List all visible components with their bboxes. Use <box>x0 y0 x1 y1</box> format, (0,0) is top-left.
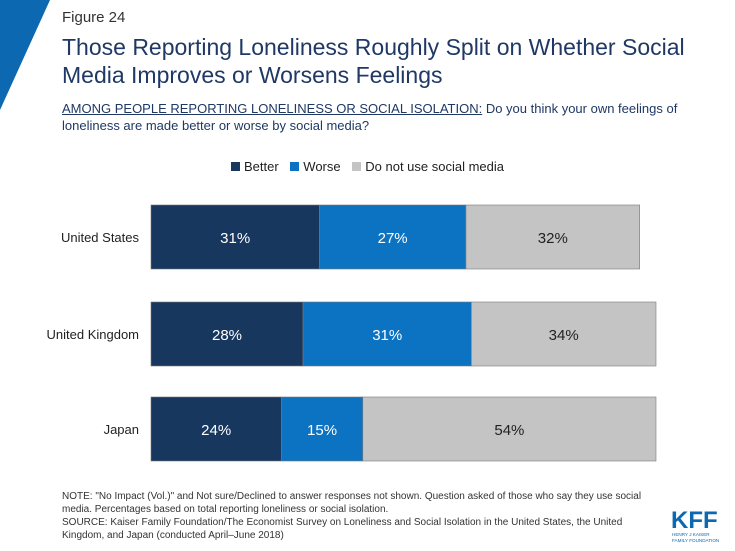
question-text: Do you think your own feelings of loneli… <box>62 101 678 133</box>
bar-segment <box>471 301 657 367</box>
data-label: 31% <box>372 327 402 344</box>
survey-question: AMONG PEOPLE REPORTING LONELINESS OR SOC… <box>62 100 702 134</box>
legend-swatch-better <box>230 162 240 171</box>
data-label: 32% <box>538 230 568 247</box>
legend: Better Worse Do not use social media <box>0 159 735 174</box>
legend-item-better: Better <box>230 159 279 174</box>
corner-triangle <box>0 0 50 110</box>
category-label: United Kingdom <box>47 327 140 342</box>
source-text: SOURCE: Kaiser Family Foundation/The Eco… <box>62 517 623 541</box>
data-label: 24% <box>201 422 231 439</box>
data-label: 27% <box>378 230 408 247</box>
bar-segment <box>302 301 472 367</box>
logo-line2: FAMILY FOUNDATION <box>672 538 719 543</box>
bar-segment <box>150 301 304 367</box>
bar-segment <box>150 396 282 462</box>
bar-segment <box>319 204 467 270</box>
legend-swatch-worse <box>290 162 300 171</box>
legend-label-better: Better <box>243 159 279 174</box>
note-text: NOTE: "No Impact (Vol.)" and Not sure/De… <box>62 491 642 515</box>
footnote: NOTE: "No Impact (Vol.)" and Not sure/De… <box>62 490 667 542</box>
bar-segment <box>465 204 640 270</box>
bar-segment <box>362 396 657 462</box>
figure-label: Figure 24 <box>62 9 126 26</box>
legend-label-no-social-media: Do not use social media <box>365 159 504 174</box>
data-label: 34% <box>549 327 579 344</box>
kff-logo: KFF HENRY J KAISER FAMILY FOUNDATION <box>671 507 719 543</box>
data-label: 54% <box>494 422 524 439</box>
bar-segment <box>150 204 320 270</box>
legend-swatch-no-social-media <box>352 162 362 171</box>
corner-accent-shape <box>0 0 50 110</box>
data-label: 28% <box>212 327 242 344</box>
category-label: Japan <box>104 422 139 437</box>
logo-main: KFF <box>671 507 718 534</box>
question-prefix: AMONG PEOPLE REPORTING LONELINESS OR SOC… <box>62 101 483 116</box>
logo-line1: HENRY J KAISER <box>672 532 710 537</box>
data-label: 31% <box>220 230 250 247</box>
data-label: 15% <box>307 422 337 439</box>
bar-segment <box>281 396 364 462</box>
legend-label-worse: Worse <box>303 159 341 174</box>
legend-item-worse: Worse <box>290 159 341 174</box>
chart-title: Those Reporting Loneliness Roughly Split… <box>62 34 685 88</box>
legend-item-no-social-media: Do not use social media <box>352 159 504 174</box>
category-label: United States <box>61 230 140 245</box>
